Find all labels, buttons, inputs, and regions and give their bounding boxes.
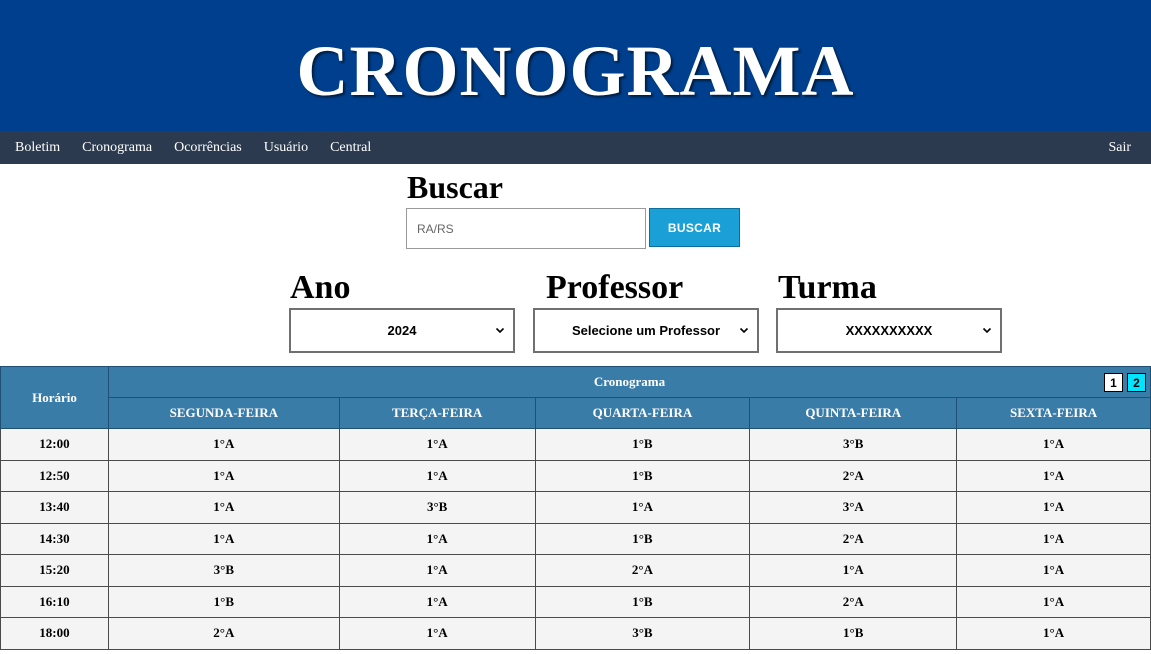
teacher-select-value: Selecione um Professor (571, 323, 721, 338)
time-cell: 15:20 (0, 554, 109, 587)
class-select[interactable]: XXXXXXXXXX (776, 308, 1002, 353)
class-cell: 1°A (338, 617, 536, 650)
class-cell: 1°B (534, 428, 751, 461)
class-cell: 3°B (534, 617, 751, 650)
day-header-wednesday: QUARTA-FEIRA (534, 397, 751, 429)
page-button-1[interactable]: 1 (1104, 373, 1123, 392)
day-header-thursday: QUINTA-FEIRA (749, 397, 958, 429)
nav-item-cronograma[interactable]: Cronograma (82, 140, 153, 155)
time-cell: 13:40 (0, 491, 109, 524)
class-cell: 1°A (749, 554, 958, 587)
page-button-2[interactable]: 2 (1127, 373, 1146, 392)
table-row: 15:20 3°B 1°A 2°A 1°A 1°A (0, 554, 1151, 587)
time-cell: 12:50 (0, 459, 109, 492)
class-cell: 1°A (956, 522, 1151, 555)
schedule-title-header: Cronograma 1 2 (107, 366, 1151, 398)
class-cell: 2°A (749, 585, 958, 618)
schedule-table: Horário Cronograma 1 2 SEGUNDA-FEIRA TER… (0, 366, 1151, 650)
table-row: 16:10 1°B 1°A 1°B 2°A 1°A (0, 585, 1151, 618)
nav-item-central[interactable]: Central (330, 140, 372, 155)
class-cell: 1°A (956, 491, 1151, 524)
class-cell: 3°B (338, 491, 536, 524)
class-cell: 1°B (107, 585, 340, 618)
class-cell: 1°A (107, 428, 340, 461)
class-cell: 1°A (338, 428, 536, 461)
search-button[interactable]: BUSCAR (649, 208, 740, 247)
class-cell: 1°A (338, 585, 536, 618)
class-cell: 3°B (749, 428, 958, 461)
time-cell: 12:00 (0, 428, 109, 461)
year-select[interactable]: 2024 (289, 308, 515, 353)
logout-link[interactable]: Sair (1108, 140, 1131, 155)
class-cell: 1°A (956, 617, 1151, 650)
day-header-friday: SEXTA-FEIRA (956, 397, 1151, 429)
class-cell: 1°B (534, 585, 751, 618)
class-select-value: XXXXXXXXXX (845, 323, 933, 338)
class-cell: 2°A (107, 617, 340, 650)
class-cell: 1°A (338, 459, 536, 492)
schedule-title: Cronograma (593, 374, 666, 389)
class-cell: 1°A (338, 522, 536, 555)
days-header-row: SEGUNDA-FEIRA TERÇA-FEIRA QUARTA-FEIRA Q… (1, 397, 1151, 429)
chevron-down-icon (982, 327, 992, 334)
nav-item-ocorrencias[interactable]: Ocorrências (174, 140, 242, 155)
class-cell: 1°A (338, 554, 536, 587)
page-banner: CRONOGRAMA (0, 0, 1151, 131)
table-row: 14:30 1°A 1°A 1°B 2°A 1°A (0, 522, 1151, 555)
year-select-value: 2024 (387, 323, 417, 338)
class-cell: 2°A (534, 554, 751, 587)
day-header-tuesday: TERÇA-FEIRA (338, 397, 536, 429)
time-column-header: Horário (0, 366, 109, 429)
table-row: 18:00 2°A 1°A 3°B 1°B 1°A (0, 617, 1151, 650)
search-input[interactable] (406, 208, 646, 249)
class-cell: 1°A (107, 491, 340, 524)
teacher-select[interactable]: Selecione um Professor (533, 308, 759, 353)
class-cell: 2°A (749, 459, 958, 492)
table-row: 12:50 1°A 1°A 1°B 2°A 1°A (0, 459, 1151, 492)
class-cell: 1°B (534, 459, 751, 492)
class-cell: 1°A (534, 491, 751, 524)
table-row: 13:40 1°A 3°B 1°A 3°A 1°A (0, 491, 1151, 524)
class-cell: 1°A (107, 522, 340, 555)
chevron-down-icon (739, 327, 749, 334)
teacher-label: Professor (546, 269, 684, 306)
schedule-header-row: Horário Cronograma 1 2 (0, 366, 1151, 429)
table-row: 12:00 1°A 1°A 1°B 3°B 1°A (0, 428, 1151, 461)
pagination: 1 2 (1104, 373, 1146, 392)
nav-item-boletim[interactable]: Boletim (15, 140, 61, 155)
time-cell: 16:10 (0, 585, 109, 618)
search-title: Buscar (407, 169, 503, 205)
class-cell: 1°A (956, 554, 1151, 587)
class-cell: 1°B (749, 617, 958, 650)
class-label: Turma (778, 269, 877, 306)
class-cell: 1°A (107, 459, 340, 492)
day-header-monday: SEGUNDA-FEIRA (107, 397, 340, 429)
chevron-down-icon (495, 327, 505, 334)
nav-item-usuario[interactable]: Usuário (263, 140, 309, 155)
class-cell: 1°A (956, 459, 1151, 492)
class-cell: 3°A (749, 491, 958, 524)
page-title: CRONOGRAMA (296, 31, 855, 111)
time-cell: 18:00 (0, 617, 109, 650)
class-cell: 3°B (107, 554, 340, 587)
class-cell: 1°A (956, 585, 1151, 618)
class-cell: 1°B (534, 522, 751, 555)
time-cell: 14:30 (0, 522, 109, 555)
year-label: Ano (290, 269, 351, 306)
class-cell: 1°A (956, 428, 1151, 461)
main-navbar: Boletim Cronograma Ocorrências Usuário C… (0, 131, 1151, 164)
class-cell: 2°A (749, 522, 958, 555)
